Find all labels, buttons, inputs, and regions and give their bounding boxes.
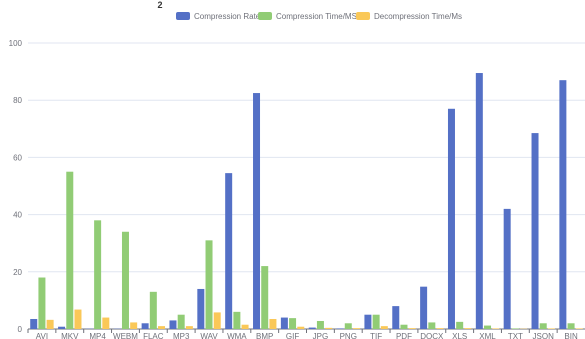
x-tick-label: WEBM (113, 332, 138, 339)
bar-compression-time-ms-mp4 (94, 220, 102, 329)
bar-compression-time-ms-bmp (261, 266, 269, 329)
legend-swatch (356, 12, 370, 20)
bar-compression-rate-avi (30, 318, 38, 329)
bar-decompression-time-ms-docx (436, 328, 444, 329)
x-tick-label: BMP (256, 332, 273, 339)
bar-compression-rate-xls (447, 108, 455, 329)
bar-compression-time-ms-xls (456, 321, 464, 329)
bar-compression-rate-pdf (392, 306, 400, 329)
x-tick-label: FLAC (143, 332, 164, 339)
legend-swatch (176, 12, 190, 20)
bar-compression-time-ms-wma (233, 311, 241, 329)
bar-compression-time-ms-mkv (66, 171, 74, 329)
bar-compression-time-ms-pdf (400, 324, 408, 329)
legend-label: Compression Time/MS (276, 12, 357, 21)
x-tick-label: JPG (313, 332, 329, 339)
y-axis: 0 20 40 60 80 100 (9, 39, 23, 334)
bar-compression-time-ms-gif (289, 318, 297, 329)
bar-compression-time-ms-mp3 (177, 314, 185, 329)
bar-decompression-time-ms-flac (158, 326, 166, 329)
bar-compression-time-ms-flac (149, 291, 157, 329)
bar-compression-time-ms-txt (511, 328, 519, 329)
bar-decompression-time-ms-json (547, 328, 555, 329)
y-tick-label: 0 (18, 325, 23, 334)
bar-compression-rate-txt (503, 208, 511, 329)
bar-compression-rate-json (531, 133, 539, 329)
bar-decompression-time-ms-mp4 (102, 317, 110, 329)
bar-compression-rate-bin (559, 80, 567, 330)
bar-compression-time-ms-json (539, 323, 547, 329)
bar-decompression-time-ms-jpg (325, 327, 333, 329)
bar-compression-time-ms-jpg (316, 320, 324, 329)
bar-compression-time-ms-xml (484, 325, 492, 329)
bar-compression-rate-mp3 (169, 320, 177, 329)
bar-compression-rate-tif (364, 314, 372, 329)
chart-title: 2 (157, 0, 162, 10)
x-tick-label: WMA (227, 332, 247, 339)
bar-decompression-time-ms-avi (46, 319, 54, 329)
bar-decompression-time-ms-gif (297, 326, 305, 329)
bar-decompression-time-ms-pdf (408, 328, 416, 329)
legend-item-2[interactable]: Decompression Time/Ms (356, 12, 462, 21)
bar-compression-rate-flac (141, 323, 149, 329)
bar-compression-time-ms-bin (567, 323, 575, 329)
bar-compression-rate-wav (197, 288, 205, 329)
bar-compression-time-ms-docx (428, 322, 436, 329)
y-tick-label: 20 (13, 268, 22, 277)
bar-decompression-time-ms-wma (241, 324, 249, 329)
x-tick-label: DOCX (420, 332, 444, 339)
y-tick-label: 40 (13, 211, 22, 220)
bar-decompression-time-ms-png (352, 328, 360, 329)
x-tick-label: MP3 (173, 332, 190, 339)
legend-label: Compression Rate (194, 12, 261, 21)
bar-decompression-time-ms-tif (380, 326, 388, 329)
legend-item-1[interactable]: Compression Time/MS (258, 12, 357, 21)
chart-legend[interactable]: Compression Rate Compression Time/MS Decom… (176, 12, 462, 21)
bar-compression-time-ms-png (344, 323, 352, 329)
chart-bars (30, 73, 583, 330)
x-tick-label: BIN (564, 332, 578, 339)
x-tick-label: TXT (508, 332, 523, 339)
x-tick-label: GIF (286, 332, 299, 339)
bar-compression-rate-png (336, 328, 344, 329)
x-tick-label: JSON (533, 332, 555, 339)
bar-compression-rate-xml (475, 73, 483, 329)
x-tick-label: MP4 (89, 332, 106, 339)
legend-item-0[interactable]: Compression Rate (176, 12, 261, 21)
x-tick-label: AVI (36, 332, 48, 339)
bar-compression-time-ms-webm (121, 231, 129, 329)
legend-label: Decompression Time/Ms (374, 12, 462, 21)
bar-decompression-time-ms-xml (492, 328, 500, 329)
x-tick-label: TIF (370, 332, 382, 339)
y-tick-label: 60 (13, 153, 22, 162)
bar-decompression-time-ms-webm (130, 322, 138, 329)
bar-compression-rate-bmp (253, 93, 261, 329)
bar-compression-rate-mkv (58, 326, 66, 329)
bar-decompression-time-ms-mp3 (185, 326, 193, 329)
y-tick-label: 80 (13, 96, 22, 105)
chart-grid (28, 42, 585, 273)
bar-decompression-time-ms-bmp (269, 318, 277, 329)
bar-decompression-time-ms-xls (464, 328, 472, 329)
x-tick-label: XML (479, 332, 496, 339)
bar-decompression-time-ms-wav (213, 312, 221, 329)
bar-compression-rate-docx (420, 286, 428, 329)
bar-compression-time-ms-avi (38, 277, 46, 329)
legend-swatch (258, 12, 272, 20)
x-tick-label: PNG (340, 332, 357, 339)
bar-decompression-time-ms-bin (575, 328, 583, 329)
x-axis: AVI MKV MP4 WEBM FLAC MP3 WAV WMA BMP GIF JPG PNG TI… (27, 328, 585, 339)
x-tick-label: WAV (200, 332, 218, 339)
x-tick-label: PDF (396, 332, 412, 339)
bar-compression-rate-gif (280, 317, 288, 329)
bar-compression-rate-wma (225, 173, 233, 329)
bar-compression-time-ms-wav (205, 240, 213, 329)
y-tick-label: 100 (9, 39, 23, 48)
bar-compression-time-ms-tif (372, 314, 380, 329)
x-tick-label: MKV (61, 332, 79, 339)
bar-decompression-time-ms-mkv (74, 309, 82, 329)
x-tick-label: XLS (452, 332, 467, 339)
bar-compression-rate-jpg (308, 327, 316, 329)
